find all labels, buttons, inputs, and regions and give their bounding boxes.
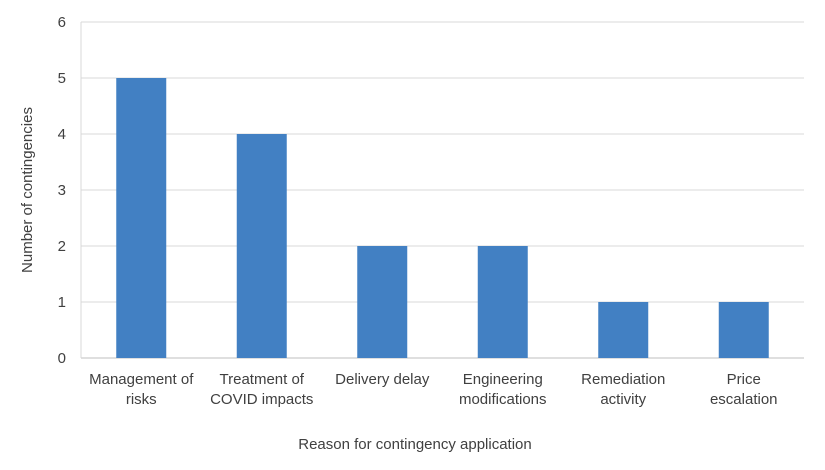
y-tick-label: 0 [58,350,66,367]
y-axis-label: Number of contingencies [19,107,36,273]
x-tick-labels: Management of risks Treatment of COVID impa… [89,371,777,408]
y-tick-label: 2 [58,238,66,255]
x-tick-label: Remediation activity [581,371,665,408]
y-tick-labels: 0 1 2 3 4 5 6 [58,14,66,367]
x-tick-label: Delivery delay [335,371,430,388]
y-tick-label: 5 [58,70,66,87]
bars [116,78,769,358]
bar [477,246,528,358]
x-tick-label: Engineering modifications [459,371,547,408]
bar [718,302,769,358]
x-tick-label: Price escalation [710,371,778,408]
gridlines [80,21,804,359]
bar [116,78,167,358]
x-tick-label: Management of risks [89,371,194,408]
y-tick-label: 1 [58,294,66,311]
bar [598,302,649,358]
x-tick-label: Treatment of COVID impacts [210,371,313,408]
y-tick-label: 3 [58,182,66,199]
bar [357,246,408,358]
y-tick-label: 6 [58,14,66,31]
y-tick-label: 4 [58,126,66,143]
bar [236,134,287,358]
x-axis-label: Reason for contingency application [298,436,531,453]
